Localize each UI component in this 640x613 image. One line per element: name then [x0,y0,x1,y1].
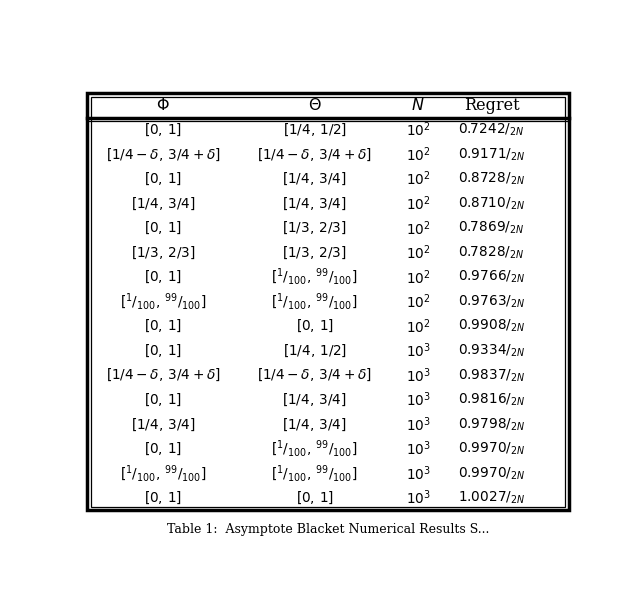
Text: $10^3$: $10^3$ [406,415,431,433]
Text: $10^2$: $10^2$ [406,243,431,262]
Text: $0.8710/_{2N}$: $0.8710/_{2N}$ [458,196,525,212]
Text: $10^2$: $10^2$ [406,145,431,164]
Text: $[0,\, 1]$: $[0,\, 1]$ [296,318,334,335]
Text: $0.9816/_{2N}$: $0.9816/_{2N}$ [458,392,525,408]
Text: $0.7869/_{2N}$: $0.7869/_{2N}$ [458,220,525,237]
Text: $N$: $N$ [412,97,425,114]
Text: $[0,\, 1]$: $[0,\, 1]$ [144,122,182,139]
Text: $10^2$: $10^2$ [406,268,431,286]
Text: $[{}^1/_{100},\, {}^{99}/_{100}]$: $[{}^1/_{100},\, {}^{99}/_{100}]$ [271,463,358,484]
Text: $10^2$: $10^2$ [406,317,431,335]
Text: $[1/4,\, 3/4]$: $[1/4,\, 3/4]$ [282,196,347,212]
Text: $[1/4,\, 3/4]$: $[1/4,\, 3/4]$ [131,416,195,433]
Text: $0.9763/_{2N}$: $0.9763/_{2N}$ [458,294,525,310]
Text: $10^3$: $10^3$ [406,489,431,507]
Text: $[{}^1/_{100},\, {}^{99}/_{100}]$: $[{}^1/_{100},\, {}^{99}/_{100}]$ [271,439,358,459]
Text: $0.8728/_{2N}$: $0.8728/_{2N}$ [458,171,525,188]
Text: $[{}^1/_{100},\, {}^{99}/_{100}]$: $[{}^1/_{100},\, {}^{99}/_{100}]$ [271,292,358,312]
Text: Table 1:  Asymptote Blacket Numerical Results S...: Table 1: Asymptote Blacket Numerical Res… [167,524,489,536]
Text: $[1/4,\, 1/2]$: $[1/4,\, 1/2]$ [283,343,347,359]
Text: $0.9970/_{2N}$: $0.9970/_{2N}$ [458,441,525,457]
Text: $[1/3,\, 2/3]$: $[1/3,\, 2/3]$ [282,245,347,261]
Text: $0.9334/_{2N}$: $0.9334/_{2N}$ [458,343,525,359]
Text: $\Theta$: $\Theta$ [308,97,321,114]
Text: $[1/4,\, 1/2]$: $[1/4,\, 1/2]$ [283,122,347,139]
Text: $[1/4-\delta,\, 3/4+\delta]$: $[1/4-\delta,\, 3/4+\delta]$ [106,147,221,163]
Text: $10^3$: $10^3$ [406,390,431,409]
Text: $10^2$: $10^2$ [406,121,431,140]
Text: $10^2$: $10^2$ [406,219,431,237]
Text: $0.9766/_{2N}$: $0.9766/_{2N}$ [458,269,525,286]
Text: $0.7242/_{2N}$: $0.7242/_{2N}$ [458,122,525,139]
Text: $0.9171/_{2N}$: $0.9171/_{2N}$ [458,147,525,163]
Text: $[1/4,\, 3/4]$: $[1/4,\, 3/4]$ [131,196,195,212]
Text: $[1/3,\, 2/3]$: $[1/3,\, 2/3]$ [282,220,347,237]
Text: $[1/3,\, 2/3]$: $[1/3,\, 2/3]$ [131,245,195,261]
Text: $[{}^1/_{100},\, {}^{99}/_{100}]$: $[{}^1/_{100},\, {}^{99}/_{100}]$ [120,292,207,312]
Text: $[{}^1/_{100},\, {}^{99}/_{100}]$: $[{}^1/_{100},\, {}^{99}/_{100}]$ [120,463,207,484]
Text: $[0,\, 1]$: $[0,\, 1]$ [144,441,182,457]
Text: $[0,\, 1]$: $[0,\, 1]$ [144,318,182,335]
Text: $0.9970/_{2N}$: $0.9970/_{2N}$ [458,465,525,482]
Text: $0.9837/_{2N}$: $0.9837/_{2N}$ [458,367,525,384]
Text: $10^3$: $10^3$ [406,440,431,458]
Text: $10^3$: $10^3$ [406,366,431,384]
Text: $[1/4-\delta,\, 3/4+\delta]$: $[1/4-\delta,\, 3/4+\delta]$ [257,147,372,163]
Text: $[1/4,\, 3/4]$: $[1/4,\, 3/4]$ [282,416,347,433]
Text: $[0,\, 1]$: $[0,\, 1]$ [144,269,182,286]
Text: $[1/4-\delta,\, 3/4+\delta]$: $[1/4-\delta,\, 3/4+\delta]$ [106,367,221,384]
Text: $[0,\, 1]$: $[0,\, 1]$ [144,220,182,237]
Text: Regret: Regret [464,97,520,114]
Text: $[0,\, 1]$: $[0,\, 1]$ [296,490,334,506]
Text: $[1/4,\, 3/4]$: $[1/4,\, 3/4]$ [282,392,347,408]
Text: $10^3$: $10^3$ [406,464,431,482]
Text: $0.7828/_{2N}$: $0.7828/_{2N}$ [458,245,525,261]
Text: $10^2$: $10^2$ [406,194,431,213]
Text: $10^2$: $10^2$ [406,292,431,311]
Text: $10^2$: $10^2$ [406,170,431,188]
Text: $[1/4,\, 3/4]$: $[1/4,\, 3/4]$ [282,171,347,188]
Text: $[0,\, 1]$: $[0,\, 1]$ [144,171,182,188]
Text: $10^3$: $10^3$ [406,341,431,360]
Text: $\Phi$: $\Phi$ [156,97,170,114]
Text: $0.9908/_{2N}$: $0.9908/_{2N}$ [458,318,525,335]
Text: $0.9798/_{2N}$: $0.9798/_{2N}$ [458,416,525,433]
Text: $[1/4-\delta,\, 3/4+\delta]$: $[1/4-\delta,\, 3/4+\delta]$ [257,367,372,384]
Text: $[0,\, 1]$: $[0,\, 1]$ [144,392,182,408]
Text: $[0,\, 1]$: $[0,\, 1]$ [144,343,182,359]
Text: $[{}^1/_{100},\, {}^{99}/_{100}]$: $[{}^1/_{100},\, {}^{99}/_{100}]$ [271,267,358,287]
Text: $1.0027/_{2N}$: $1.0027/_{2N}$ [458,490,525,506]
Text: $[0,\, 1]$: $[0,\, 1]$ [144,490,182,506]
